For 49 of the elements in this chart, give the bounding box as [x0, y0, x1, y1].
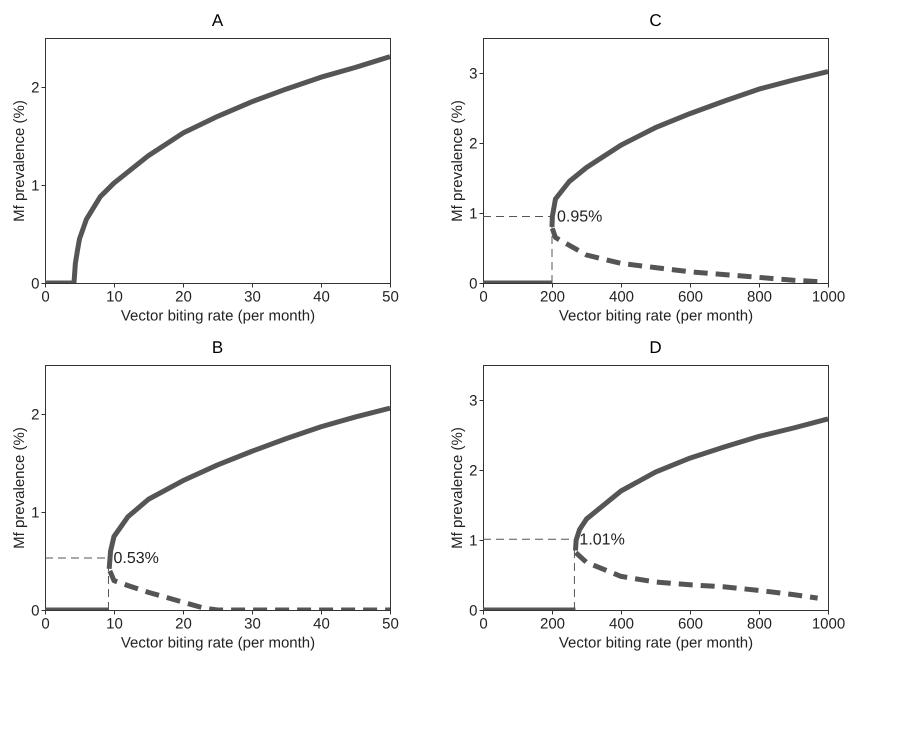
x-tick-label: 30: [244, 288, 261, 306]
x-tick-label: 1000: [812, 616, 846, 632]
x-axis-title: Vector biting rate (per month): [120, 634, 316, 652]
x-tick-label: 50: [382, 288, 399, 306]
y-tick-label: 2: [469, 462, 478, 480]
y-tick-label: 1: [469, 532, 478, 550]
x-tick-label: 20: [175, 288, 192, 306]
x-axis-title: Vector biting rate (per month): [120, 308, 316, 324]
y-axis-title: Mf prevalence (%): [449, 427, 466, 549]
annotation: 1.01%: [579, 531, 625, 548]
chart-title: B: [212, 338, 224, 357]
y-tick-label: 3: [469, 392, 478, 410]
y-tick-label: 1: [31, 504, 40, 522]
x-tick-label: 30: [244, 616, 261, 632]
x-tick-label: 200: [540, 616, 566, 632]
x-tick-label: 400: [608, 616, 634, 632]
x-tick-label: 600: [678, 616, 704, 632]
x-axis-title: Vector biting rate (per month): [558, 308, 754, 324]
y-tick-label: 0: [469, 276, 478, 292]
chart-title: A: [212, 11, 224, 30]
x-tick-label: 50: [382, 616, 399, 632]
y-axis-title: Mf prevalence (%): [11, 100, 28, 222]
x-axis-title: Vector biting rate (per month): [558, 634, 754, 652]
x-tick-label: 400: [608, 288, 634, 306]
x-tick-label: 10: [106, 288, 123, 306]
x-tick-label: 1000: [812, 288, 846, 306]
x-tick-label: 800: [746, 616, 772, 632]
y-tick-label: 2: [31, 80, 40, 96]
y-tick-label: 1: [469, 206, 478, 222]
chart-title: D: [649, 338, 662, 357]
annotation: 0.53%: [113, 550, 159, 568]
x-tick-label: 40: [313, 616, 330, 632]
y-axis-title: Mf prevalence (%): [11, 427, 28, 549]
y-tick-label: 0: [31, 276, 40, 292]
x-tick-label: 200: [540, 288, 566, 306]
y-tick-label: 1: [31, 178, 40, 194]
y-tick-label: 2: [31, 406, 40, 424]
chart-title: C: [649, 11, 662, 30]
y-tick-label: 3: [469, 66, 478, 82]
annotation: 0.95%: [557, 208, 602, 226]
y-tick-label: 2: [469, 136, 478, 152]
x-tick-label: 20: [175, 616, 192, 632]
x-tick-label: 10: [106, 616, 123, 632]
y-tick-label: 0: [469, 602, 478, 620]
x-tick-label: 600: [678, 288, 704, 306]
x-tick-label: 40: [313, 288, 330, 306]
x-tick-label: 800: [746, 288, 772, 306]
y-tick-label: 0: [31, 602, 40, 620]
y-axis-title: Mf prevalence (%): [449, 100, 466, 222]
